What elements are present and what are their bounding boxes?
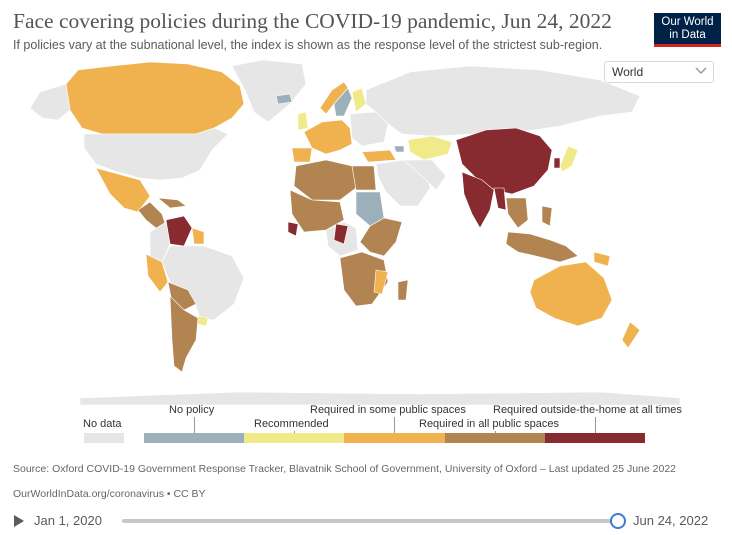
- map-region-antarctica[interactable]: [79, 391, 681, 405]
- legend-label-some-public: Required in some public spaces: [310, 404, 466, 416]
- legend-swatch-no-data[interactable]: [84, 433, 124, 443]
- map-region-turkey[interactable]: [361, 149, 397, 163]
- timeline-end-label: Jun 24, 2022: [633, 513, 709, 528]
- map-region-canada[interactable]: [65, 61, 245, 135]
- play-icon[interactable]: [14, 515, 24, 527]
- legend-label-recommended: Recommended: [254, 418, 329, 430]
- map-region-western-europe[interactable]: [303, 119, 353, 155]
- map-region-east-africa[interactable]: [359, 217, 403, 257]
- map-region-colombia[interactable]: [149, 221, 171, 263]
- map-region-india[interactable]: [461, 171, 495, 229]
- legend-swatch-some-public[interactable]: [344, 433, 445, 443]
- map-region-australia[interactable]: [529, 261, 613, 327]
- map-region-sierra-leone-liberia[interactable]: [287, 221, 299, 237]
- timeline-track[interactable]: [122, 519, 618, 523]
- map-region-iran[interactable]: [403, 159, 447, 191]
- logo-accent-bar: [654, 44, 721, 47]
- map-region-guyana[interactable]: [191, 227, 205, 245]
- map-region-egypt[interactable]: [351, 165, 377, 191]
- chart-title: Face covering policies during the COVID-…: [13, 9, 612, 33]
- legend-tick: [294, 431, 295, 433]
- map-region-caribbean[interactable]: [157, 197, 187, 209]
- map-region-madagascar[interactable]: [397, 279, 409, 301]
- map-region-papua-new-guinea[interactable]: [593, 251, 611, 267]
- timeline-start-label: Jan 1, 2020: [34, 513, 102, 528]
- map-region-new-zealand[interactable]: [621, 321, 641, 349]
- map-region-mozambique[interactable]: [373, 269, 389, 295]
- map-region-united-states[interactable]: [83, 127, 229, 181]
- map-region-west-africa[interactable]: [289, 189, 345, 233]
- map-region-venezuela[interactable]: [165, 215, 193, 247]
- map-region-myanmar[interactable]: [493, 187, 507, 211]
- legend-tick: [394, 417, 395, 433]
- world-map: [29, 60, 681, 405]
- map-region-south-korea[interactable]: [553, 157, 561, 169]
- source-note: Source: Oxford COVID-19 Government Respo…: [13, 463, 677, 475]
- legend-swatch-all-public[interactable]: [445, 433, 545, 443]
- map-region-iberia[interactable]: [291, 147, 313, 163]
- legend-tick: [194, 417, 195, 433]
- map-region-uruguay[interactable]: [197, 315, 209, 327]
- logo-line-2: in Data: [669, 29, 706, 41]
- map-region-iceland[interactable]: [275, 93, 293, 105]
- map-region-alaska[interactable]: [29, 83, 71, 121]
- map-region-mexico[interactable]: [95, 167, 151, 213]
- map-region-united-kingdom[interactable]: [297, 111, 309, 131]
- map-region-philippines[interactable]: [541, 205, 553, 227]
- logo-line-1: Our World: [661, 16, 714, 28]
- source-url[interactable]: OurWorldInData.org/coronavirus • CC BY: [13, 488, 206, 500]
- map-region-chile-argentina[interactable]: [169, 295, 199, 373]
- legend-label-no-data: No data: [83, 418, 122, 430]
- chevron-down-icon: [695, 67, 707, 75]
- legend-tick: [495, 431, 496, 433]
- map-region-greenland[interactable]: [231, 60, 307, 123]
- legend-swatch-recommended[interactable]: [244, 433, 344, 443]
- legend-label-all-public: Required in all public spaces: [419, 418, 560, 430]
- region-select-value: World: [612, 65, 644, 79]
- map-region-finland[interactable]: [351, 87, 367, 113]
- timeline: Jan 1, 2020 Jun 24, 2022: [0, 508, 732, 535]
- map-region-southeast-asia[interactable]: [505, 197, 529, 229]
- region-select[interactable]: World: [604, 61, 714, 83]
- map-region-china[interactable]: [455, 127, 553, 195]
- map-region-sweden[interactable]: [333, 87, 353, 117]
- legend-swatch-outside-home[interactable]: [545, 433, 645, 443]
- map-region-peru[interactable]: [145, 253, 169, 293]
- map-legend: No data No policy Recommended Required i…: [0, 400, 732, 450]
- map-region-kazakhstan[interactable]: [407, 135, 453, 161]
- chart-subtitle: If policies vary at the subnational leve…: [13, 38, 603, 52]
- legend-label-no-policy: No policy: [169, 404, 215, 416]
- timeline-handle[interactable]: [610, 513, 626, 529]
- map-region-georgia[interactable]: [393, 145, 405, 153]
- map-region-japan[interactable]: [559, 145, 579, 173]
- map-region-indonesia[interactable]: [505, 231, 579, 263]
- map-region-congo[interactable]: [333, 223, 349, 245]
- legend-label-outside-home: Required outside-the-home at all times: [493, 404, 682, 416]
- map-region-russia[interactable]: [365, 65, 641, 137]
- owid-logo[interactable]: Our World in Data: [654, 13, 721, 47]
- legend-swatch-no-policy[interactable]: [144, 433, 244, 443]
- legend-tick: [595, 417, 596, 433]
- map-region-north-africa[interactable]: [293, 159, 357, 201]
